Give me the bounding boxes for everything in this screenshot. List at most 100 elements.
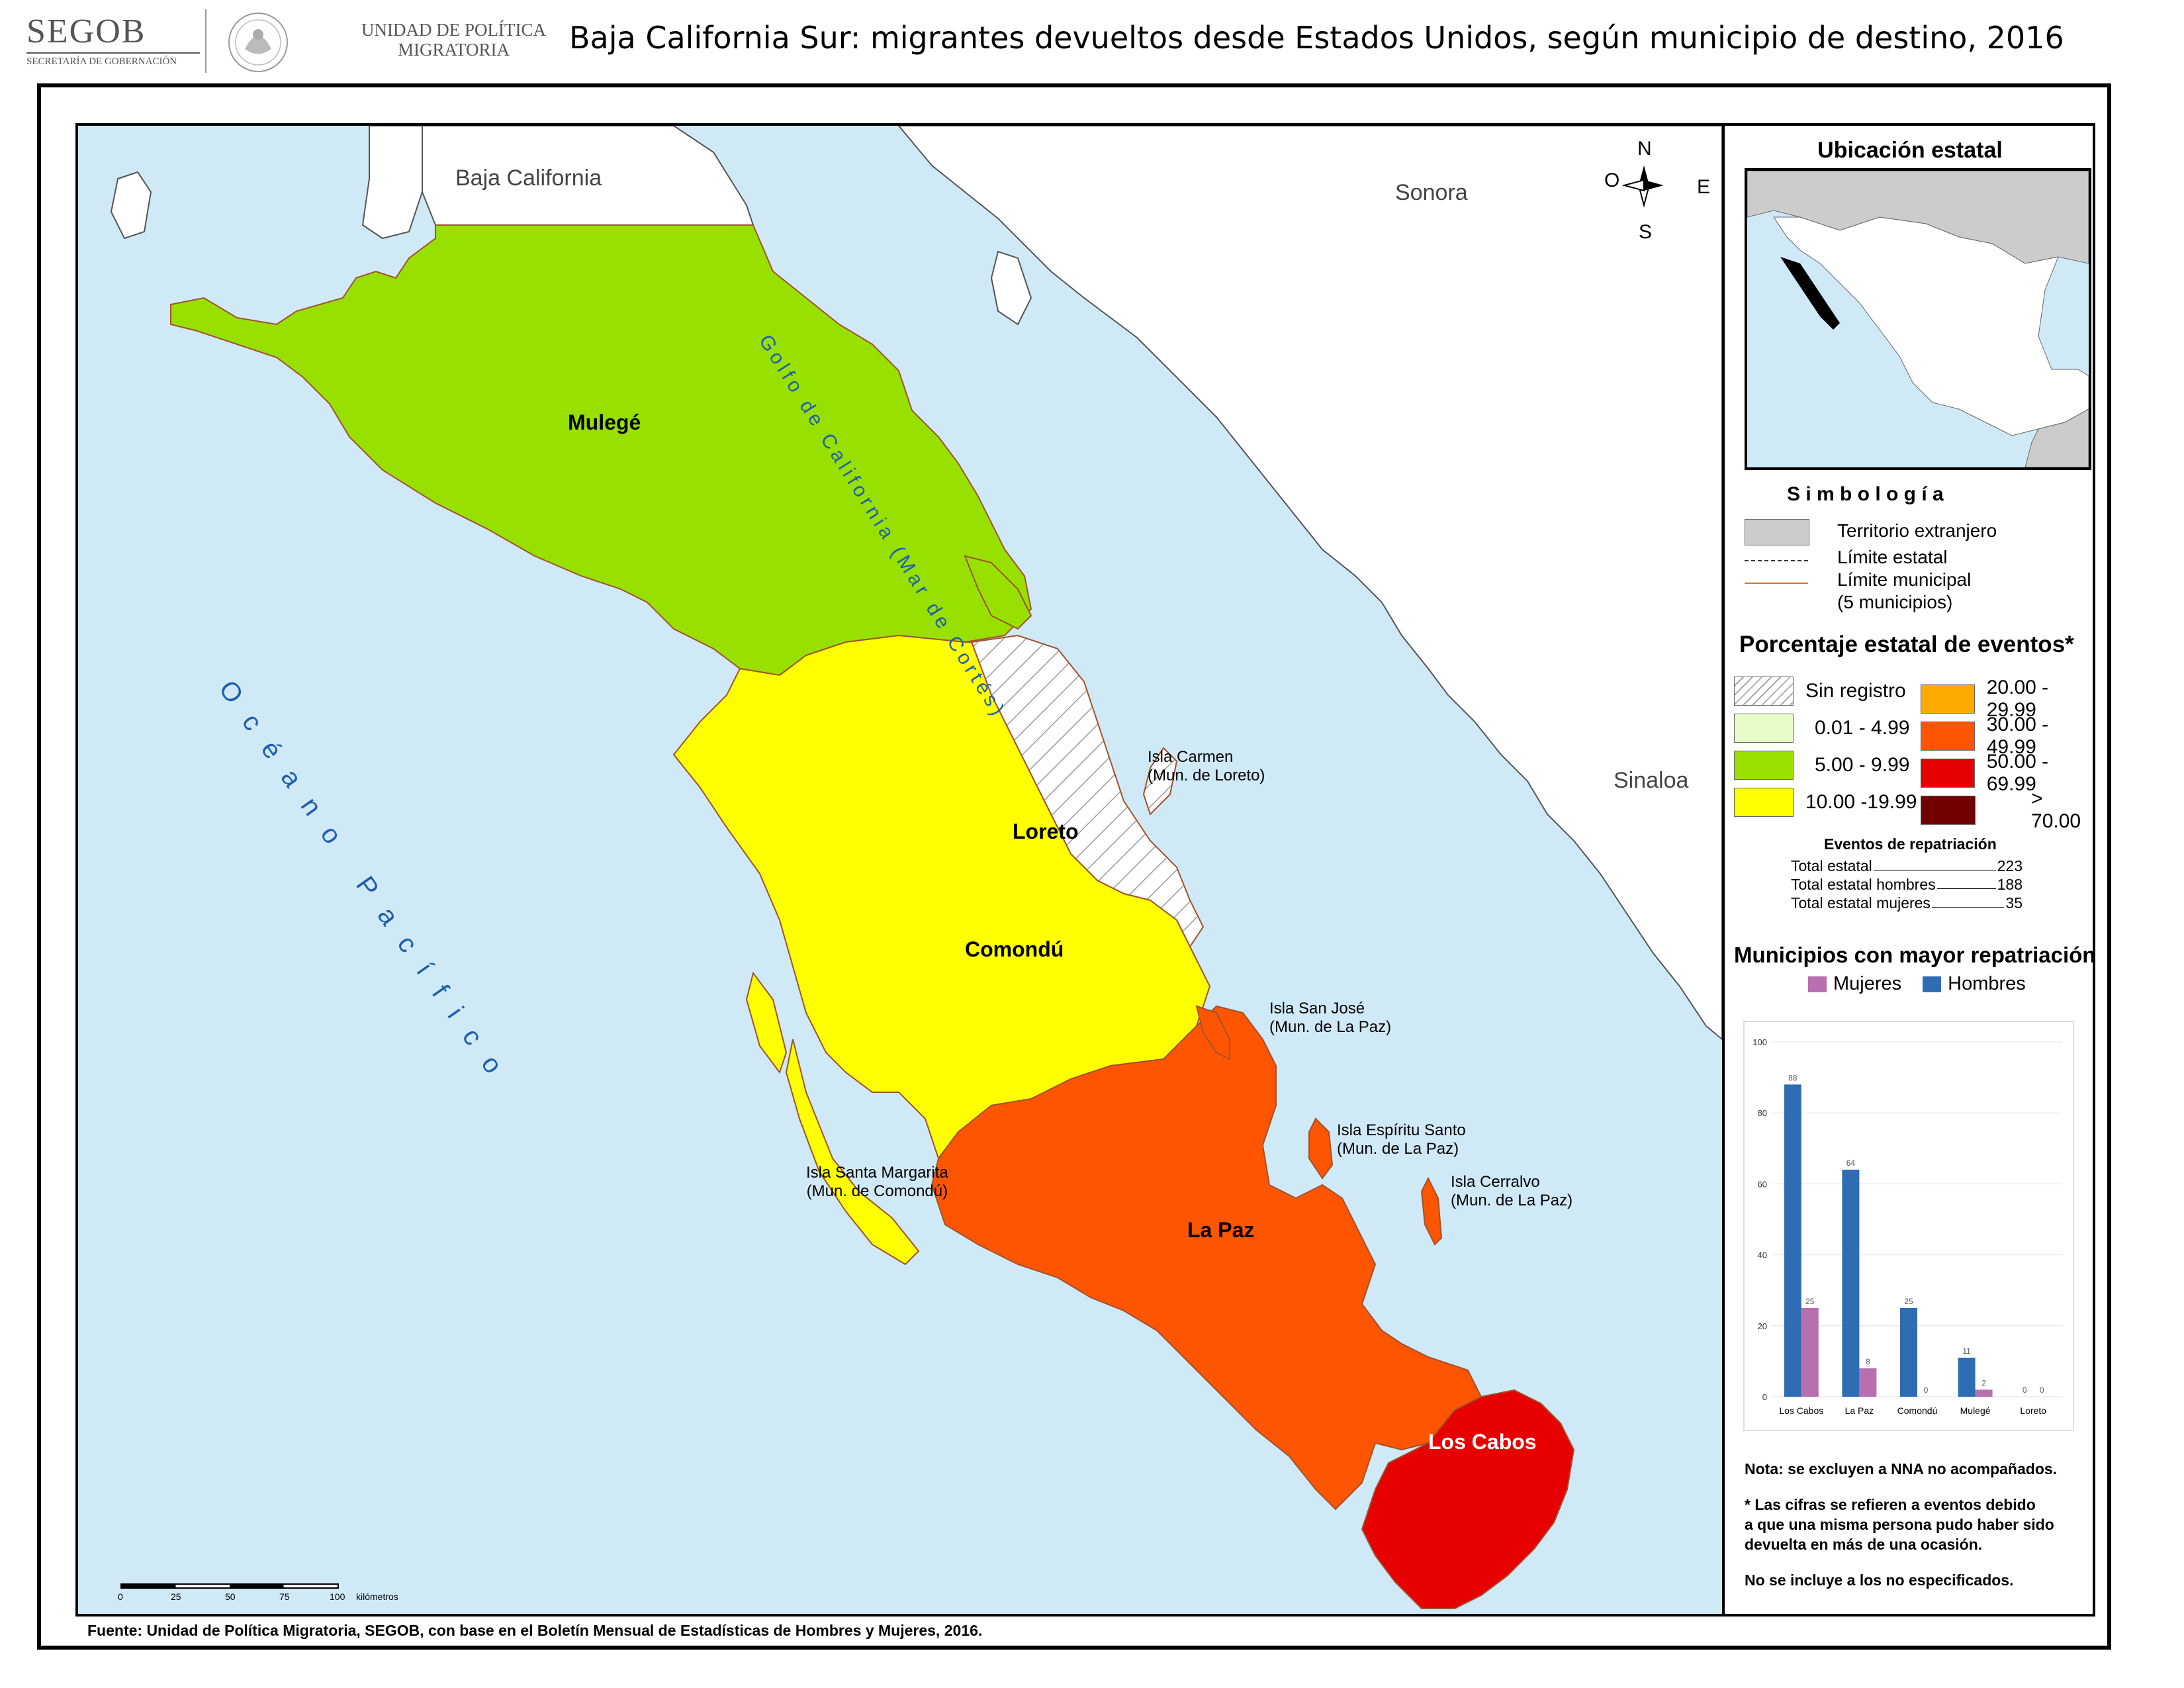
isla-cerralvo-mun: (Mun. de La Paz) [1451,1192,1573,1209]
category-label: La Paz [1845,1405,1874,1416]
bar-mujeres [1975,1389,1993,1397]
north-arrow-icon [1604,139,1684,232]
loreto-label: Loreto [1013,820,1079,843]
class-swatch-1 [1734,714,1794,743]
isla-carmen-mun: (Mun. de Loreto) [1148,767,1265,784]
segob-logo: SEGOB SECRETARÍA DE GOBERNACIÓN [26,12,200,68]
class-row-3: 10.00 -19.99 [1734,788,1917,817]
lapaz-label: La Paz [1187,1218,1255,1242]
mulege-island [964,555,1032,630]
divider-line [205,9,206,73]
mun-limit-line [1745,583,1808,584]
bar-hombres [1784,1084,1801,1397]
y-tick-label: 20 [1758,1321,1767,1331]
state-limit-label: Límite estatal [1837,547,1948,567]
bar-mujeres [1859,1368,1877,1397]
chart-title: Municipios con mayor repatriación [1734,943,2096,967]
class-row-1: 0.01 - 4.99 [1734,714,1909,743]
note-nna: Nota: se excluyen a NNA no acompañados. [1745,1460,2058,1477]
isla-margarita-name: Isla Santa Margarita [806,1164,948,1182]
isla-cerralvo-label: Isla Cerralvo (Mun. de La Paz) [1451,1173,1572,1210]
y-tick-label: 60 [1758,1179,1767,1189]
totals-title: Eventos de repatriación [1824,835,1997,853]
isla-margarita-mun: (Mun. de Comondú) [806,1182,948,1200]
page-title: Baja California Sur: migrantes devueltos… [569,20,2064,56]
scale-tick-25: 25 [171,1591,181,1602]
bar-value-label: 25 [1904,1297,1913,1306]
scale-tick-50: 50 [225,1591,236,1602]
bar-hombres [1958,1358,1976,1397]
isla-espiritu-label: Isla Espíritu Santo (Mun. de La Paz) [1337,1121,1466,1158]
compass-e: E [1697,176,1711,198]
inset-bcs-highlight [1780,257,1840,330]
scale-tick-0: 0 [118,1591,123,1602]
isla-espiritu-name: Isla Espíritu Santo [1337,1121,1466,1139]
isla-cerralvo-name: Isla Cerralvo [1451,1173,1540,1191]
mainland-mexico [897,126,1722,1041]
legend-hombres-label: Hombres [1948,973,2026,994]
category-label: Loreto [2020,1405,2046,1416]
isla-san-jose-shape [1195,1005,1230,1060]
category-label: Los Cabos [1779,1405,1823,1416]
compass-n: N [1637,138,1652,160]
bar-value-label: 0 [2040,1385,2044,1395]
class-label-2: 5.00 - 9.99 [1815,754,1910,776]
isla-espiritu-santo-shape [1308,1117,1334,1180]
neighbor-baja-california-label: Baja California [455,165,602,191]
legend-mujeres-swatch [1808,976,1827,992]
bar-value-label: 2 [1981,1378,1986,1387]
compass-s: S [1639,221,1653,243]
total-value-1: 188 [1997,876,2023,893]
category-label: Mulegé [1960,1405,1991,1416]
scale-line [120,1583,339,1589]
bar-chart: 0 20 40 60 80 100 88 25 Los Cabos 64 8 La Paz 25 0 Com… [1743,1021,2074,1431]
total-value-0: 223 [1997,857,2023,874]
neighbor-sonora-label: Sonora [1395,180,1468,205]
isla-carmen-name: Isla Carmen [1148,748,1234,766]
scale-unit: kilómetros [356,1591,398,1602]
scale-bar: 0 25 50 75 100 [118,1579,345,1606]
isla-margarita-label: Isla Santa Margarita (Mun. de Comondú) [806,1164,948,1201]
bar-hombres [1900,1308,1917,1397]
isla-sanjose-name: Isla San José [1269,1000,1365,1017]
gulf-island-west [110,171,152,240]
class-row-0: Sin registro [1734,677,1906,706]
segob-subtitle: SECRETARÍA DE GOBERNACIÓN [26,52,200,68]
baja-california-region [422,126,754,226]
bar-hombres [1842,1169,1860,1397]
foreign-label: Territorio extranjero [1837,520,1997,541]
class-swatch-2 [1734,751,1794,780]
comondu-label: Comondú [965,937,1064,961]
class-swatch-7 [1921,796,1976,825]
total-value-2: 35 [2005,894,2023,912]
class-row-4: 20.00 - 29.99 [1921,677,2093,722]
class-swatch-0 [1734,677,1794,706]
y-tick-label: 80 [1758,1108,1767,1118]
class-swatch-6 [1921,759,1975,788]
baja-california-west-coast [361,126,423,240]
total-label-1: Total estatal hombres [1791,876,1936,893]
compass-o: O [1604,169,1620,191]
totals-table: Total estatal 223 Total estatal hombres … [1791,857,2023,912]
isla-carmen-label: Isla Carmen (Mun. de Loreto) [1148,748,1265,785]
class-label-3: 10.00 -19.99 [1805,791,1917,813]
scale-tick-75: 75 [279,1591,290,1602]
bar-value-label: 8 [1866,1357,1870,1366]
bar-value-label: 11 [1962,1346,1971,1356]
class-label-6: 50.00 - 69.99 [1986,751,2049,795]
source-footer: Fuente: Unidad de Política Migratoria, S… [87,1622,983,1639]
isla-cerralvo-shape [1420,1176,1443,1246]
inset-title: Ubicación estatal [1817,138,2003,163]
legend-hombres-swatch [1923,976,1942,992]
class-label-7: > 70.00 [2031,788,2081,832]
y-tick-label: 0 [1762,1392,1767,1402]
isla-espiritu-mun: (Mun. de La Paz) [1337,1140,1459,1158]
class-label-5: 30.00 - 49.99 [1986,714,2049,758]
inset-guatemala [2025,408,2089,467]
bar-value-label: 25 [1805,1297,1815,1306]
symbology-title: S i m b o l o g í a [1787,483,1944,505]
total-row-0: Total estatal 223 [1791,857,2023,875]
legend-mujeres-label: Mujeres [1833,973,1902,994]
note-events-3: devuelta en más de una ocasión. [1745,1536,1983,1553]
foreign-swatch [1745,519,1809,545]
